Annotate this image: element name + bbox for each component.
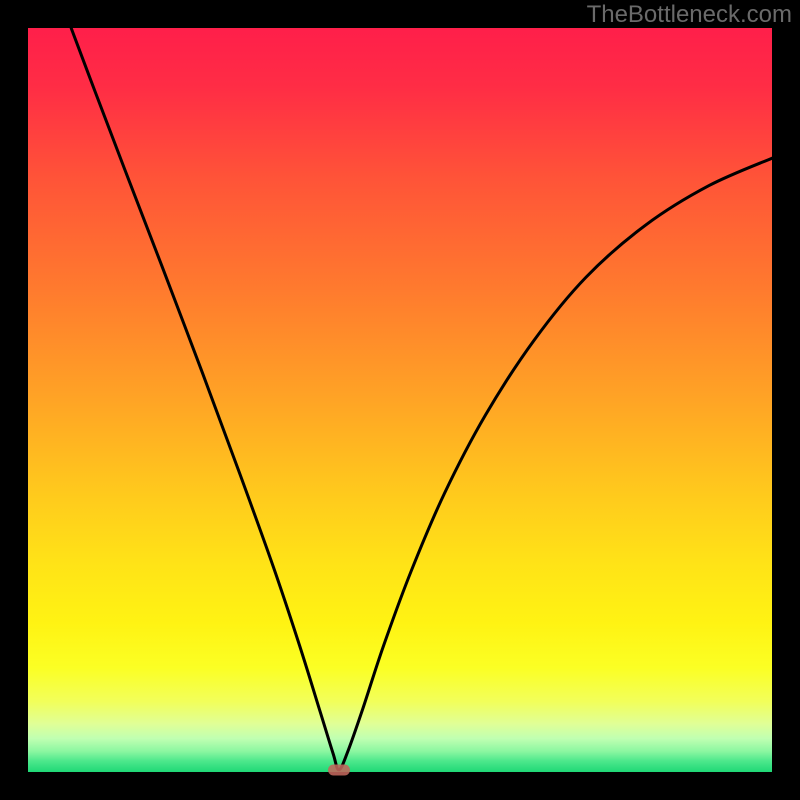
chart-frame: TheBottleneck.com	[0, 0, 800, 800]
gradient-background	[28, 28, 772, 772]
gradient-rect	[28, 28, 772, 772]
minimum-marker	[328, 764, 350, 775]
watermark-text: TheBottleneck.com	[587, 1, 792, 29]
plot-area	[28, 28, 772, 772]
